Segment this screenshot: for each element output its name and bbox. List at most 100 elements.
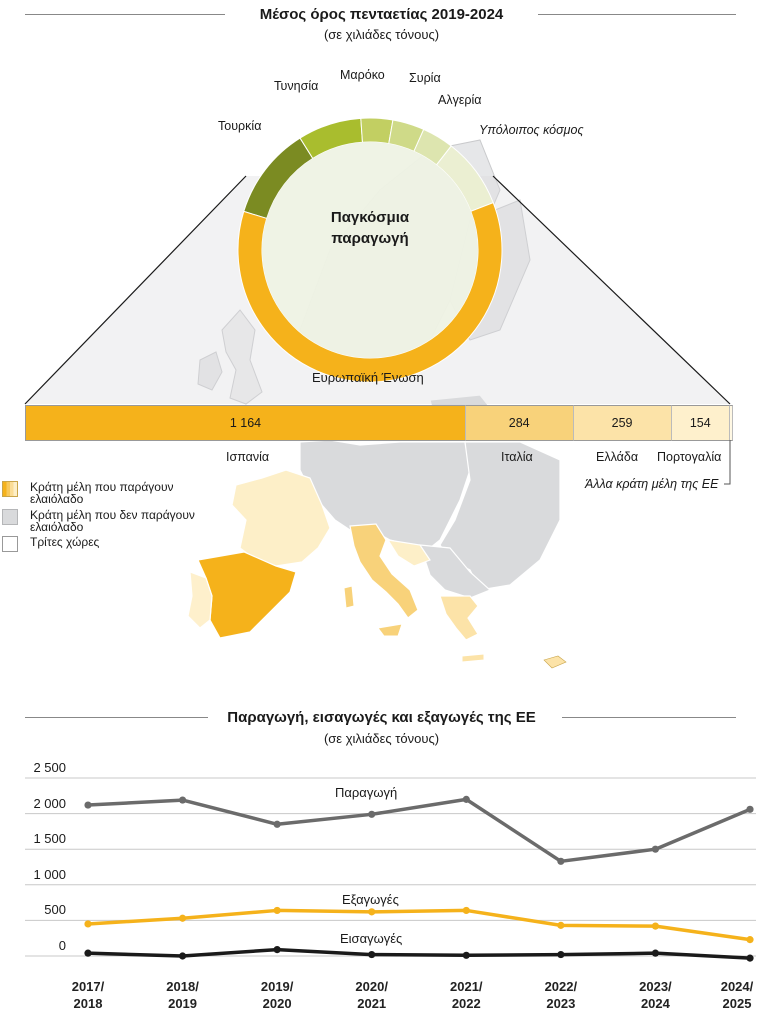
donut-center-label-line2: παραγωγή (331, 230, 409, 247)
series-point (84, 920, 92, 928)
bar-country-other-eu: Άλλα κράτη μέλη της ΕΕ (585, 477, 719, 491)
series-point (746, 954, 754, 962)
series-label: Παραγωγή (335, 785, 398, 801)
series-label: Εισαγωγές (340, 931, 403, 947)
map-sardinia (343, 585, 355, 609)
series-point (368, 908, 376, 916)
map-france (231, 469, 331, 567)
donut-label-tunisia: Τυνησία (274, 79, 319, 93)
x-tick-label: 2023/2024 (639, 979, 672, 1011)
series-point (273, 820, 281, 828)
legend-text: Κράτη μέλη που δεν παράγουν (30, 508, 195, 522)
x-tick-label: 2024/2025 (720, 979, 754, 1011)
map-crete (461, 653, 485, 663)
legend-text: ελαιόλαδο (30, 520, 84, 534)
other-eu-leader-line (724, 440, 731, 485)
bar-country-spain: Ισπανία (226, 450, 270, 464)
donut-label-syria: Συρία (409, 71, 441, 85)
y-tick-label: 0 (58, 938, 66, 953)
y-tick-label: 1 500 (33, 831, 66, 847)
series-point (557, 921, 565, 929)
donut-label-turkey: Τουρκία (218, 119, 262, 133)
bar-country-italy: Ιταλία (501, 450, 533, 464)
funnel-edge-left (24, 175, 247, 405)
y-tick-label: 500 (44, 902, 66, 918)
series-point (746, 805, 754, 813)
map-portugal (187, 571, 213, 629)
x-tick-label: 2018/2019 (166, 979, 199, 1011)
title-rule-right (538, 14, 736, 15)
series-point (557, 950, 565, 959)
series-point (651, 845, 660, 853)
world-production-donut (237, 117, 503, 383)
series-point (462, 951, 470, 959)
map-italy (349, 523, 419, 619)
donut-label-rest-of-world: Υπόλοιπος κόσμος (479, 123, 584, 137)
chart-title-rule-left (25, 717, 208, 718)
series-label: Εξαγωγές (342, 891, 399, 907)
donut-label-algeria: Αλγερία (438, 93, 482, 107)
legend-swatch-third-countries (2, 536, 18, 552)
series-point (557, 857, 565, 865)
donut-label-morocco: Μαρόκο (340, 68, 385, 82)
eu-label: Ευρωπαϊκή Ένωση (312, 370, 424, 385)
series-point (273, 945, 281, 954)
legend-third-countries: Τρίτες χώρες (2, 536, 99, 552)
map-central-europe (299, 439, 471, 549)
donut-center-label: Παγκόσμια παραγωγή (270, 207, 470, 249)
y-tick-label: 2 500 (33, 760, 66, 775)
donut-center (262, 142, 478, 358)
chart-title: Παραγωγή, εισαγωγές και εξαγωγές της ΕΕ (227, 709, 536, 726)
x-tick-label: 2020/2021 (355, 979, 388, 1011)
bar-country-portugal: Πορτογαλία (657, 450, 722, 464)
funnel-edge-right (492, 175, 731, 405)
series-point (368, 950, 376, 959)
map-ireland (197, 351, 223, 391)
legend-swatch-non-producers (2, 509, 18, 525)
legend-text: ελαιόλαδο (30, 492, 84, 506)
donut-center-label-line1: Παγκόσμια (330, 209, 410, 226)
series-point (746, 936, 754, 944)
series-point (84, 801, 92, 809)
series-point (651, 949, 660, 957)
x-tick-label: 2019/2020 (260, 979, 294, 1011)
series-point (178, 914, 187, 922)
donut-segment (360, 117, 394, 145)
eu-trade-line-chart (25, 777, 756, 962)
series-point (178, 952, 187, 960)
eu-bar-segment (729, 405, 733, 441)
legend-text: Κράτη μέλη που παράγουν (30, 480, 174, 494)
y-tick-label: 1 000 (33, 866, 66, 882)
map-croatia (386, 539, 431, 567)
eu-bar-segment: 1 164 (25, 405, 466, 441)
map-uk (221, 309, 263, 405)
top-title: Μέσος όρος πενταετίας 2019-2024 (259, 6, 504, 23)
chart-title-rule-right (562, 717, 736, 718)
map-cyprus (543, 655, 567, 669)
bar-country-greece: Ελλάδα (596, 450, 639, 464)
top-subtitle: (σε χιλιάδες τόνους) (323, 27, 440, 42)
series-point (368, 810, 376, 818)
title-rule-left (25, 14, 225, 15)
eu-bar-segment: 284 (465, 405, 574, 441)
x-tick-label: 2021/2022 (450, 979, 483, 1011)
x-tick-label: 2022/2023 (544, 979, 578, 1011)
legend-producers: Κράτη μέλη που παράγουν ελαιόλαδο (2, 481, 174, 505)
series-point (462, 906, 470, 915)
series-line (87, 797, 751, 864)
legend-text: Τρίτες χώρες (30, 535, 100, 549)
series-point (273, 906, 281, 915)
map-greece (439, 595, 479, 641)
europe-map-and-donut (24, 117, 731, 669)
x-tick-label: 2017/2018 (71, 979, 105, 1011)
chart-subtitle: (σε χιλιάδες τόνους) (323, 731, 440, 746)
series-point (84, 949, 92, 957)
eu-bar-segment: 259 (573, 405, 672, 441)
legend-non-producers: Κράτη μέλη που δεν παράγουν ελαιόλαδο (2, 509, 195, 533)
series-point (651, 922, 660, 930)
y-tick-label: 2 000 (33, 795, 66, 811)
series-point (462, 795, 470, 803)
eu-bar-segment: 154 (671, 405, 730, 441)
series-point (178, 796, 187, 804)
legend-swatch-producers (2, 481, 18, 497)
